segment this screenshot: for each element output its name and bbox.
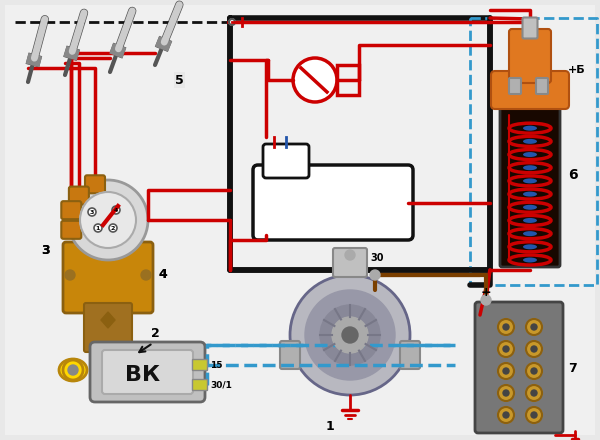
FancyBboxPatch shape (253, 165, 413, 240)
Text: 1: 1 (96, 225, 100, 231)
FancyBboxPatch shape (193, 379, 208, 391)
FancyBboxPatch shape (280, 341, 300, 369)
Circle shape (481, 295, 491, 305)
Circle shape (109, 224, 117, 232)
Circle shape (503, 368, 509, 374)
Circle shape (498, 385, 514, 401)
Circle shape (503, 324, 509, 330)
Circle shape (526, 407, 542, 423)
Text: ВК: ВК (125, 365, 161, 385)
FancyBboxPatch shape (500, 83, 560, 267)
Ellipse shape (523, 244, 537, 249)
Circle shape (345, 250, 355, 260)
Circle shape (112, 206, 120, 214)
Circle shape (531, 324, 537, 330)
Polygon shape (101, 312, 115, 328)
FancyBboxPatch shape (491, 71, 569, 109)
Circle shape (88, 208, 96, 216)
FancyBboxPatch shape (263, 144, 309, 178)
Ellipse shape (523, 205, 537, 210)
Circle shape (498, 407, 514, 423)
Circle shape (141, 270, 151, 280)
Ellipse shape (523, 139, 537, 144)
Ellipse shape (59, 359, 87, 381)
Text: 6: 6 (568, 168, 578, 182)
Circle shape (229, 19, 235, 25)
Circle shape (320, 305, 380, 365)
Text: 30: 30 (370, 253, 384, 263)
Circle shape (503, 390, 509, 396)
Text: 3: 3 (41, 243, 50, 257)
Circle shape (531, 412, 537, 418)
Circle shape (531, 346, 537, 352)
FancyBboxPatch shape (536, 78, 548, 94)
Circle shape (526, 363, 542, 379)
Ellipse shape (523, 152, 537, 157)
Circle shape (498, 341, 514, 357)
FancyBboxPatch shape (90, 342, 205, 402)
Circle shape (370, 270, 380, 280)
FancyBboxPatch shape (84, 303, 132, 352)
FancyBboxPatch shape (400, 341, 420, 369)
Circle shape (503, 346, 509, 352)
Text: 2: 2 (111, 225, 115, 231)
Text: 5: 5 (175, 73, 184, 87)
FancyBboxPatch shape (523, 18, 538, 39)
Ellipse shape (523, 231, 537, 236)
Text: 4: 4 (158, 268, 167, 282)
Circle shape (68, 180, 148, 260)
Ellipse shape (523, 126, 537, 131)
Circle shape (531, 390, 537, 396)
Circle shape (305, 290, 395, 380)
Text: 30/1: 30/1 (210, 381, 232, 389)
Text: 3: 3 (41, 243, 50, 257)
Circle shape (498, 363, 514, 379)
FancyBboxPatch shape (509, 78, 521, 94)
Ellipse shape (523, 218, 537, 223)
FancyBboxPatch shape (61, 221, 81, 239)
Circle shape (526, 341, 542, 357)
FancyBboxPatch shape (63, 242, 153, 313)
Circle shape (65, 270, 75, 280)
Circle shape (68, 365, 78, 375)
Ellipse shape (523, 257, 537, 263)
Circle shape (290, 275, 410, 395)
FancyBboxPatch shape (61, 201, 81, 219)
FancyBboxPatch shape (85, 175, 105, 193)
Text: 2: 2 (151, 327, 160, 340)
Text: +: + (481, 286, 491, 300)
Circle shape (342, 327, 358, 343)
Circle shape (293, 58, 337, 102)
Circle shape (526, 385, 542, 401)
Ellipse shape (523, 165, 537, 170)
Ellipse shape (523, 178, 537, 183)
Circle shape (332, 317, 368, 353)
FancyBboxPatch shape (91, 343, 125, 382)
Text: 3: 3 (90, 209, 94, 214)
Circle shape (503, 412, 509, 418)
Circle shape (80, 192, 136, 248)
FancyBboxPatch shape (333, 248, 367, 277)
FancyBboxPatch shape (5, 5, 595, 435)
FancyBboxPatch shape (69, 187, 89, 205)
Text: 4: 4 (158, 268, 167, 282)
Text: 15: 15 (210, 360, 223, 370)
Circle shape (498, 319, 514, 335)
FancyBboxPatch shape (193, 359, 208, 370)
Text: 5: 5 (175, 73, 184, 87)
Text: 1: 1 (326, 420, 334, 433)
Text: 7: 7 (568, 362, 577, 374)
Text: +Б: +Б (568, 65, 586, 75)
Circle shape (526, 319, 542, 335)
Circle shape (531, 368, 537, 374)
Ellipse shape (523, 191, 537, 197)
FancyBboxPatch shape (102, 350, 193, 394)
Circle shape (94, 224, 102, 232)
Text: 4: 4 (114, 208, 118, 213)
FancyBboxPatch shape (509, 29, 551, 83)
FancyBboxPatch shape (475, 302, 563, 433)
